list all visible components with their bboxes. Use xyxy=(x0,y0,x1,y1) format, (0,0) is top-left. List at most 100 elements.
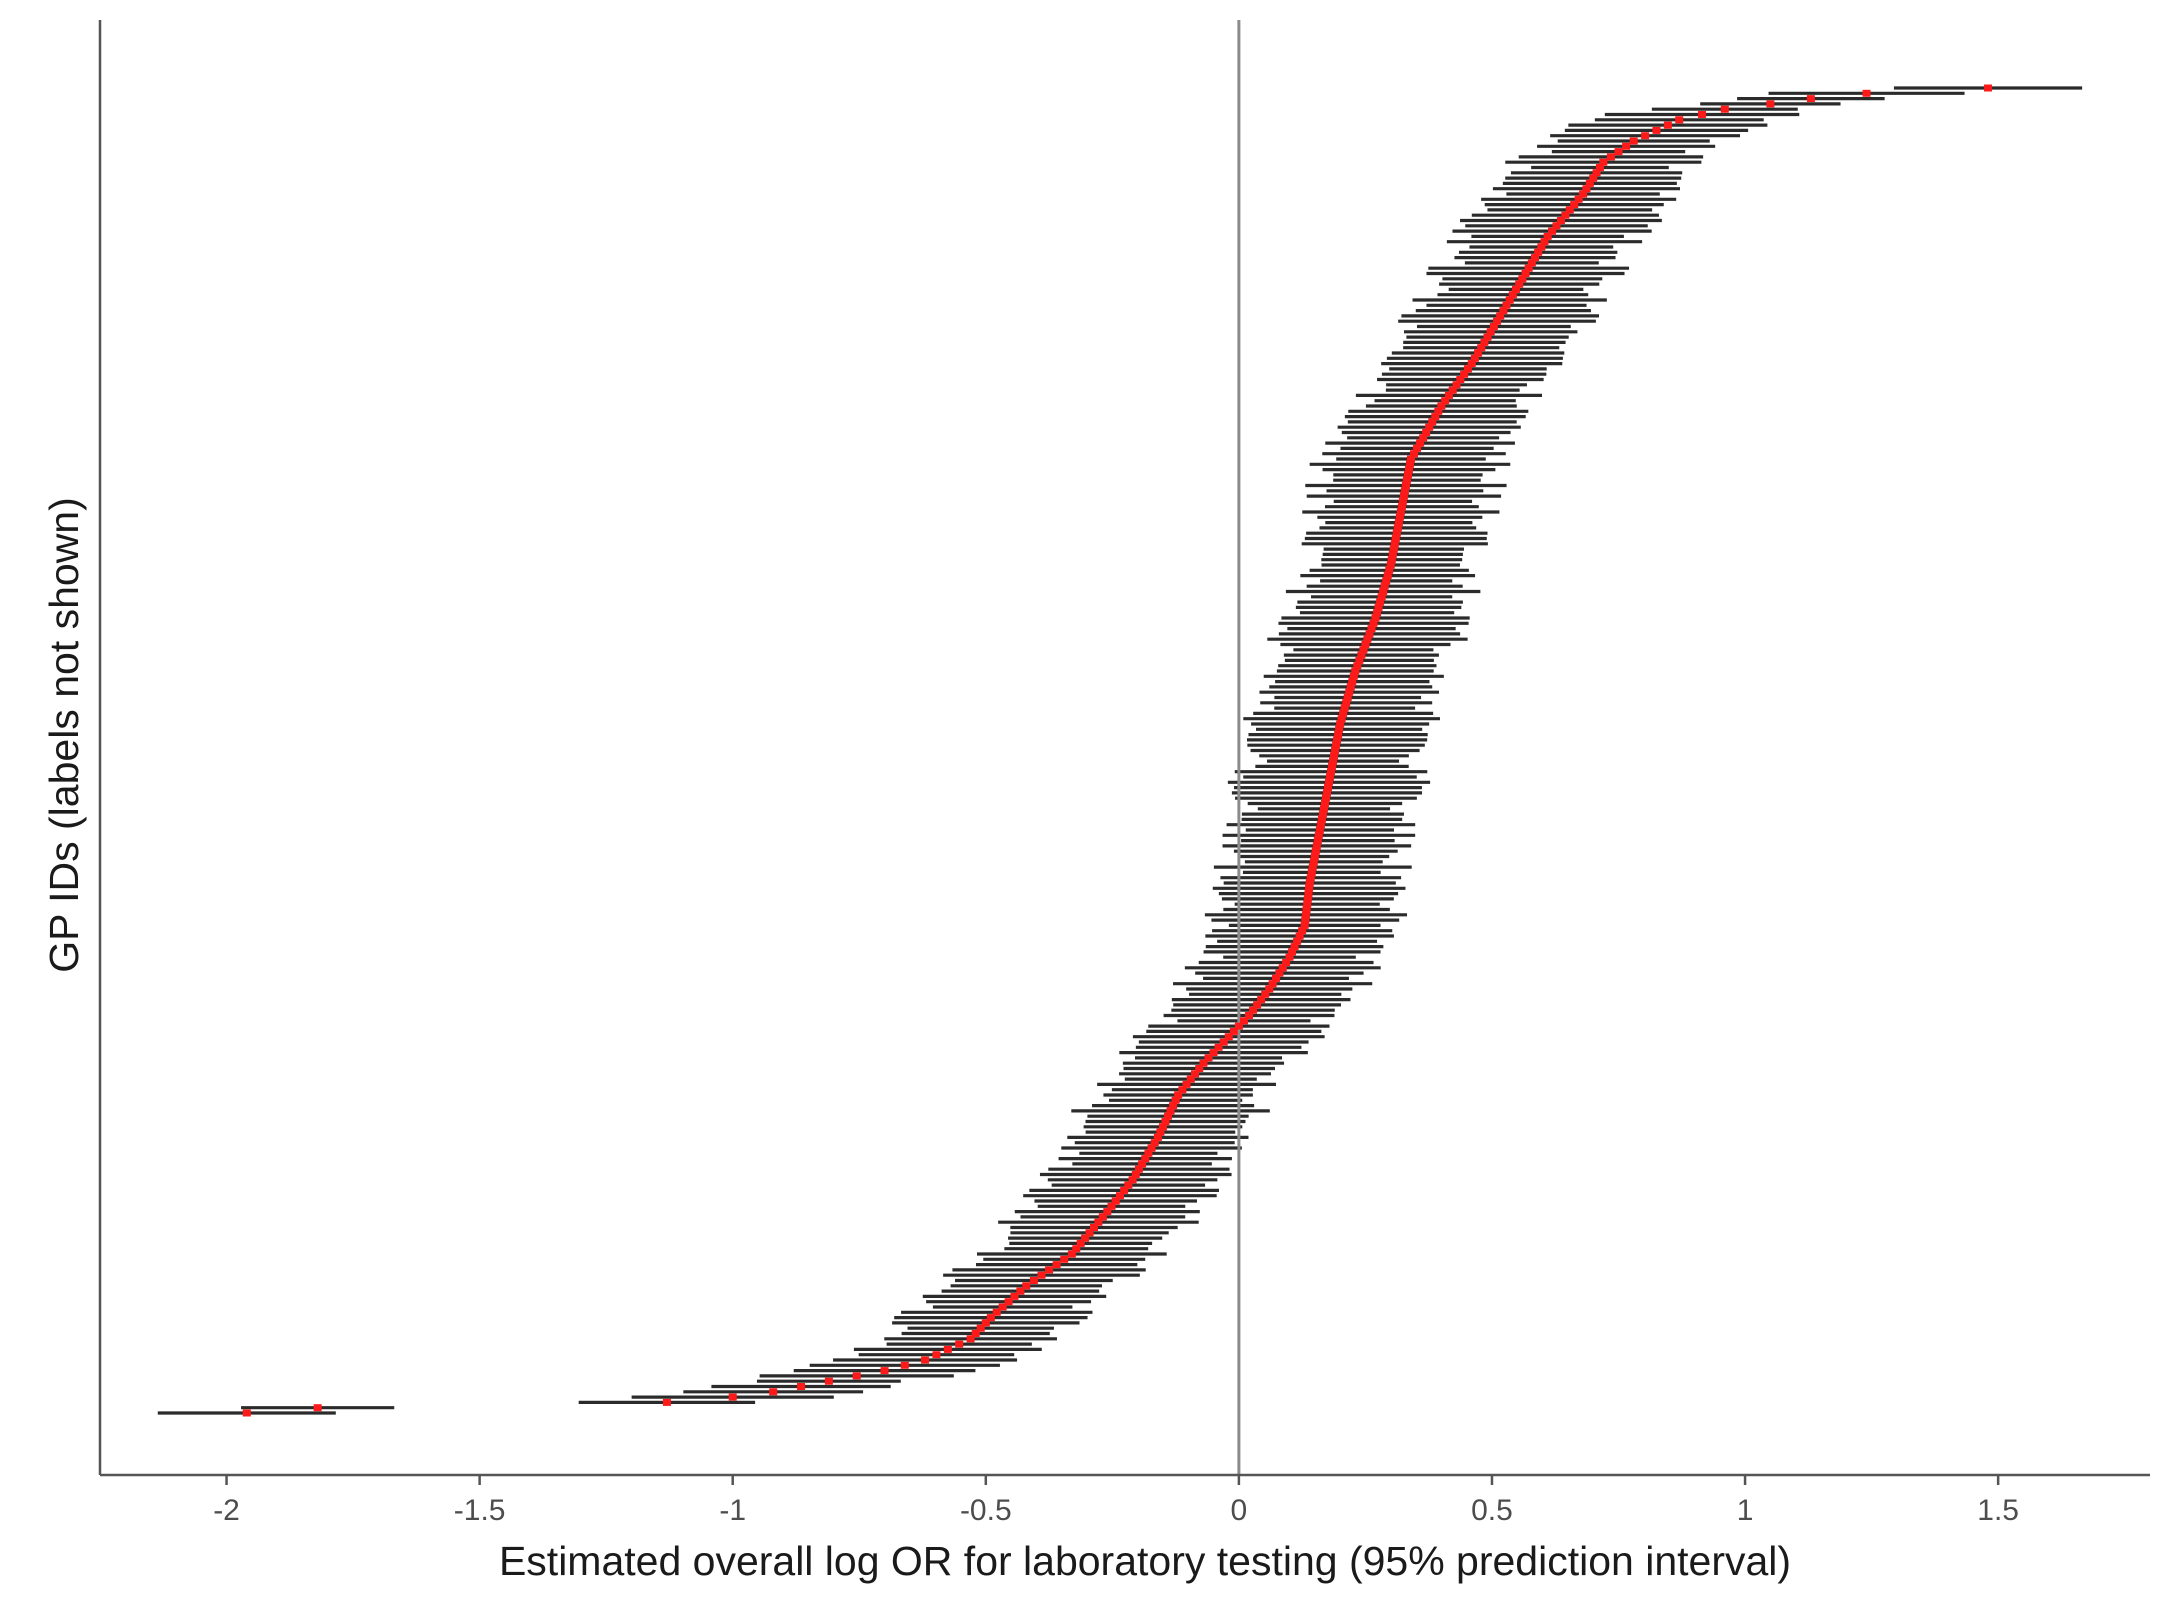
point-estimate xyxy=(1303,895,1312,903)
point-estimate xyxy=(1369,619,1378,627)
point-estimate xyxy=(1663,121,1672,129)
point-estimate xyxy=(1134,1165,1143,1173)
point-estimate xyxy=(1351,667,1360,675)
point-estimate xyxy=(1448,386,1457,394)
point-estimate xyxy=(1383,572,1392,580)
point-estimate xyxy=(1311,847,1320,855)
point-estimate xyxy=(1345,688,1354,696)
point-estimate xyxy=(1359,646,1368,654)
point-estimate xyxy=(1278,964,1287,972)
point-estimate xyxy=(1493,317,1502,325)
point-estimate xyxy=(1534,248,1543,256)
point-estimate xyxy=(1340,704,1349,712)
point-estimate xyxy=(1413,444,1422,452)
point-estimate xyxy=(1323,784,1332,792)
point-estimate xyxy=(1313,837,1322,845)
point-estimate xyxy=(662,1398,671,1406)
point-estimate xyxy=(1556,217,1565,224)
point-estimate xyxy=(1158,1123,1167,1131)
point-estimate xyxy=(1441,397,1450,405)
point-estimate xyxy=(1337,715,1346,723)
point-estimate xyxy=(1574,195,1583,203)
point-estimate xyxy=(1224,1033,1233,1041)
point-estimate xyxy=(1310,853,1319,860)
point-estimate xyxy=(1312,842,1321,850)
point-estimate xyxy=(1094,1218,1103,1226)
y-axis-title: GP IDs (labels not shown) xyxy=(41,497,87,973)
point-estimate xyxy=(1380,582,1389,590)
point-estimate xyxy=(1316,821,1325,829)
point-estimate xyxy=(1505,296,1514,304)
point-estimate xyxy=(1374,603,1383,611)
point-estimate xyxy=(1060,1255,1069,1263)
point-estimate xyxy=(1515,280,1524,288)
point-estimate xyxy=(1169,1102,1178,1110)
point-estimate xyxy=(1425,423,1434,431)
point-estimate xyxy=(1004,1298,1013,1306)
point-estimate xyxy=(921,1356,930,1364)
point-estimate xyxy=(1309,858,1318,866)
point-estimate xyxy=(1199,1059,1208,1067)
point-estimate xyxy=(1195,1065,1204,1072)
point-estimate xyxy=(1984,84,1993,92)
x-tick-label: -1.5 xyxy=(454,1494,506,1527)
point-estimate xyxy=(1387,556,1396,564)
point-estimate xyxy=(1045,1266,1054,1274)
point-estimate xyxy=(1467,360,1476,368)
point-estimate xyxy=(1318,810,1327,818)
point-estimate xyxy=(1128,1176,1137,1184)
point-estimate xyxy=(1385,566,1394,574)
point-estimate xyxy=(1335,725,1344,733)
point-estimate xyxy=(1307,868,1316,876)
point-estimate xyxy=(1265,985,1274,993)
point-estimate xyxy=(1022,1282,1031,1290)
point-estimate xyxy=(242,1409,251,1417)
point-estimate xyxy=(1037,1271,1046,1279)
point-estimate xyxy=(313,1404,322,1412)
point-estimate xyxy=(1496,312,1505,320)
point-estimate xyxy=(1076,1239,1085,1247)
point-estimate xyxy=(1326,773,1334,781)
point-estimate xyxy=(1389,545,1398,553)
point-estimate xyxy=(1392,529,1401,537)
point-estimate xyxy=(1085,1229,1094,1237)
point-estimate xyxy=(1321,794,1330,802)
point-estimate xyxy=(1182,1080,1191,1088)
point-estimate xyxy=(1324,778,1333,786)
point-estimate xyxy=(1365,630,1374,638)
point-estimate xyxy=(1390,540,1399,548)
point-estimate xyxy=(1010,1292,1019,1300)
point-estimate xyxy=(966,1335,975,1343)
point-estimate xyxy=(1268,980,1277,988)
point-estimate xyxy=(1303,900,1312,908)
point-estimate xyxy=(1124,1181,1133,1189)
point-estimate xyxy=(1115,1192,1124,1200)
point-estimate xyxy=(1402,476,1411,484)
point-estimate xyxy=(1463,365,1472,373)
point-estimate xyxy=(1379,588,1388,595)
point-estimate xyxy=(943,1345,952,1353)
point-estimate xyxy=(1298,927,1307,935)
point-estimate xyxy=(1552,222,1561,230)
point-estimate xyxy=(1209,1049,1218,1057)
point-estimate xyxy=(1357,651,1366,659)
x-tick-label: 0 xyxy=(1231,1494,1248,1527)
point-estimate xyxy=(1306,874,1315,882)
point-estimate xyxy=(955,1340,964,1348)
point-estimate xyxy=(1275,969,1284,977)
point-estimate xyxy=(1675,116,1684,124)
point-estimate xyxy=(1367,625,1376,633)
point-estimate xyxy=(1348,678,1357,686)
point-estimate xyxy=(1164,1112,1173,1120)
point-estimate xyxy=(1444,391,1453,399)
point-estimate xyxy=(1166,1107,1175,1115)
point-estimate xyxy=(1483,333,1492,341)
point-estimate xyxy=(1377,593,1386,601)
point-estimate xyxy=(1346,683,1355,691)
point-estimate xyxy=(1141,1155,1150,1163)
point-estimate xyxy=(1305,879,1314,887)
point-estimate xyxy=(1531,254,1539,262)
point-estimate xyxy=(1295,932,1304,940)
point-estimate xyxy=(1470,354,1479,362)
point-estimate xyxy=(1720,105,1729,113)
